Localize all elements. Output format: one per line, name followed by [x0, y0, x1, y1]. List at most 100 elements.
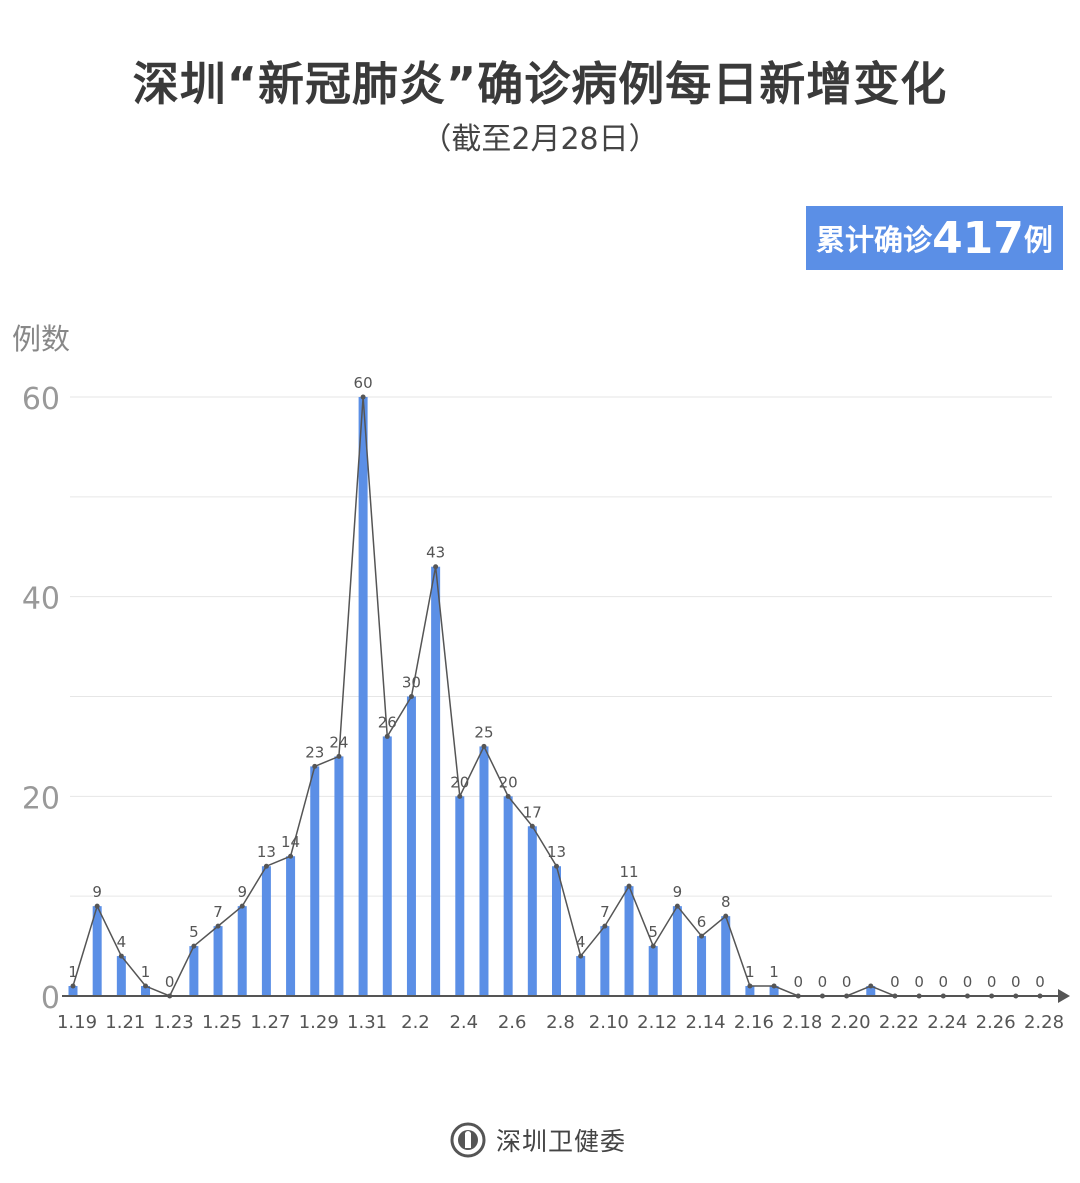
data-label: 0 [987, 973, 997, 991]
x-tick-label: 2.24 [927, 1012, 967, 1033]
data-label: 5 [189, 923, 199, 941]
y-axis-label: 例数 [12, 322, 71, 356]
data-point [916, 993, 922, 999]
data-label: 1 [141, 963, 151, 981]
x-tick-label: 2.16 [734, 1012, 774, 1033]
y-tick-label: 60 [22, 382, 60, 417]
data-point [554, 863, 559, 869]
bar [358, 397, 368, 996]
bar [648, 946, 658, 996]
bar [624, 886, 634, 996]
data-label: 0 [842, 973, 852, 991]
x-tick-label: 2.10 [589, 1012, 629, 1033]
data-label: 5 [648, 923, 658, 941]
bar [68, 986, 78, 996]
footer: 深圳卫健委 [450, 1122, 626, 1158]
data-point [336, 753, 342, 759]
data-point [505, 793, 511, 799]
data-point [288, 853, 294, 859]
total-badge: 累计确诊 417 例 [806, 206, 1063, 270]
bar [672, 906, 682, 996]
bar [286, 856, 296, 996]
data-label: 4 [117, 933, 127, 951]
x-tick-label: 2.12 [637, 1012, 677, 1033]
data-label: 11 [619, 863, 638, 881]
data-label: 9 [673, 883, 683, 901]
bar [552, 866, 561, 996]
x-tick-label: 2.22 [879, 1012, 919, 1033]
data-label: 1 [68, 963, 78, 981]
data-label: 24 [329, 733, 348, 751]
data-point [940, 993, 946, 999]
x-tick-label: 1.29 [299, 1012, 339, 1033]
data-point [868, 983, 874, 989]
bar [310, 766, 320, 996]
data-point [1037, 993, 1043, 999]
data-label: 13 [257, 843, 276, 861]
data-label: 1 [745, 963, 755, 981]
data-point [602, 923, 608, 929]
y-tick-label: 20 [22, 781, 60, 816]
data-point [360, 394, 366, 400]
data-label: 6 [697, 913, 707, 931]
data-label: 0 [818, 973, 828, 991]
data-label: 0 [939, 973, 949, 991]
y-tick-label: 0 [41, 981, 60, 1016]
data-point [312, 763, 318, 769]
bar [334, 756, 344, 996]
data-label: 0 [165, 973, 175, 991]
data-point [1013, 993, 1019, 999]
bar [769, 986, 779, 996]
data-label: 0 [890, 973, 900, 991]
data-point [650, 943, 656, 949]
bar [261, 866, 271, 996]
data-label: 1 [769, 963, 779, 981]
x-tick-label: 2.4 [449, 1012, 478, 1033]
data-point [263, 863, 269, 869]
data-label: 17 [523, 803, 542, 821]
bar [455, 796, 465, 996]
x-tick-label: 1.19 [57, 1012, 97, 1033]
data-point [70, 983, 76, 989]
data-point [408, 694, 414, 699]
data-point [529, 823, 535, 829]
data-point [674, 903, 680, 909]
data-label: 8 [721, 893, 731, 911]
data-point [94, 903, 100, 909]
x-tick-label: 2.14 [686, 1012, 726, 1033]
data-label: 0 [1035, 973, 1045, 991]
bar [431, 566, 441, 996]
y-tick-label: 40 [22, 582, 60, 617]
data-label: 0 [1011, 973, 1021, 991]
page-title: 深圳“新冠肺炎”确诊病例每日新增变化 [132, 57, 948, 111]
bar [600, 926, 610, 996]
data-point [964, 993, 970, 999]
bar [116, 956, 126, 996]
bar [745, 986, 755, 996]
data-point [384, 733, 390, 739]
x-tick-label: 1.31 [347, 1012, 387, 1033]
data-label: 9 [237, 883, 247, 901]
bar [697, 936, 707, 996]
data-label: 20 [499, 773, 518, 791]
bar [866, 986, 876, 996]
x-tick-label: 2.2 [401, 1012, 430, 1033]
bar [237, 906, 247, 996]
total-unit: 例 [1023, 223, 1053, 257]
data-label: 23 [305, 743, 324, 761]
data-point [844, 993, 850, 999]
page-subtitle: （截至2月28日） [421, 122, 659, 157]
data-point [239, 903, 245, 909]
data-point [167, 993, 173, 999]
data-point [819, 993, 825, 999]
bar [189, 946, 199, 996]
data-label: 25 [474, 723, 493, 741]
data-label: 7 [600, 903, 610, 921]
bar [479, 746, 489, 996]
x-tick-label: 1.27 [250, 1012, 290, 1033]
data-point [626, 883, 632, 889]
data-point [433, 564, 439, 570]
x-tick-label: 1.25 [202, 1012, 242, 1033]
